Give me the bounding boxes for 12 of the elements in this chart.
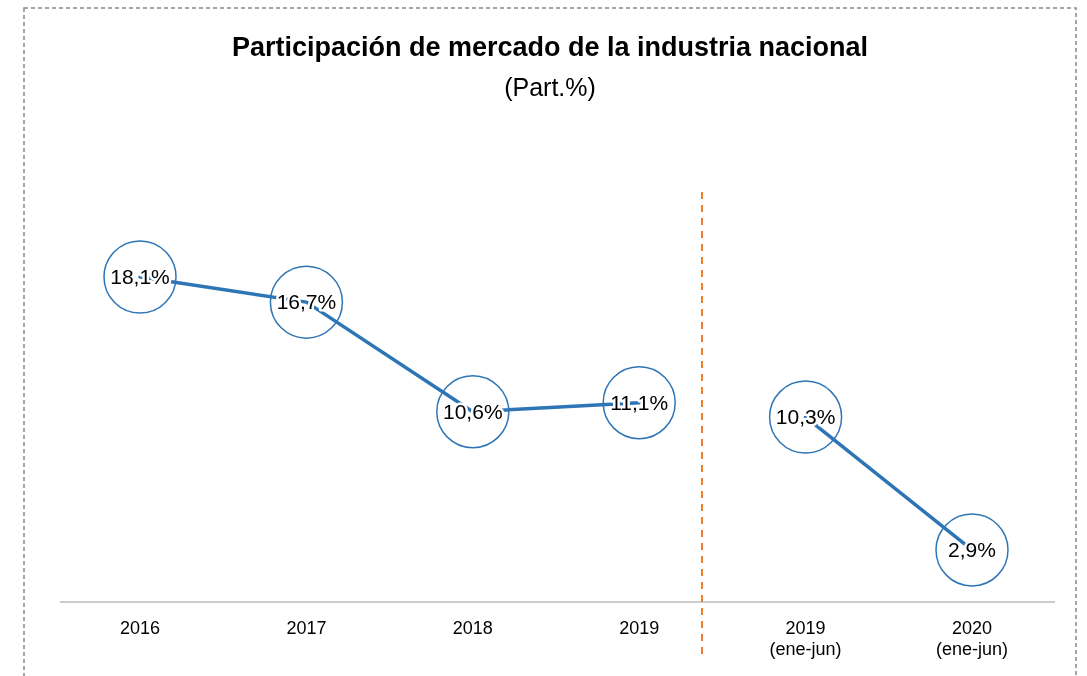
x-tick-label: 2017: [286, 618, 327, 638]
x-tick-label: 2016: [119, 618, 161, 638]
x-tick-label: 2020 (ene-jun): [935, 618, 1009, 659]
x-tick-label: 2019: [619, 618, 660, 638]
chart-subtitle: (Part.%): [504, 73, 596, 101]
x-tick-label: 2018: [452, 618, 493, 638]
data-label: 18,1%: [110, 265, 170, 289]
data-label: 10,3%: [775, 405, 836, 429]
x-tick-label: 2019 (ene-jun): [769, 618, 842, 659]
chart-title: Participación de mercado de la industria nacional: [231, 32, 869, 62]
data-label: 2,9%: [948, 538, 996, 562]
data-label: 11,1%: [610, 391, 669, 415]
